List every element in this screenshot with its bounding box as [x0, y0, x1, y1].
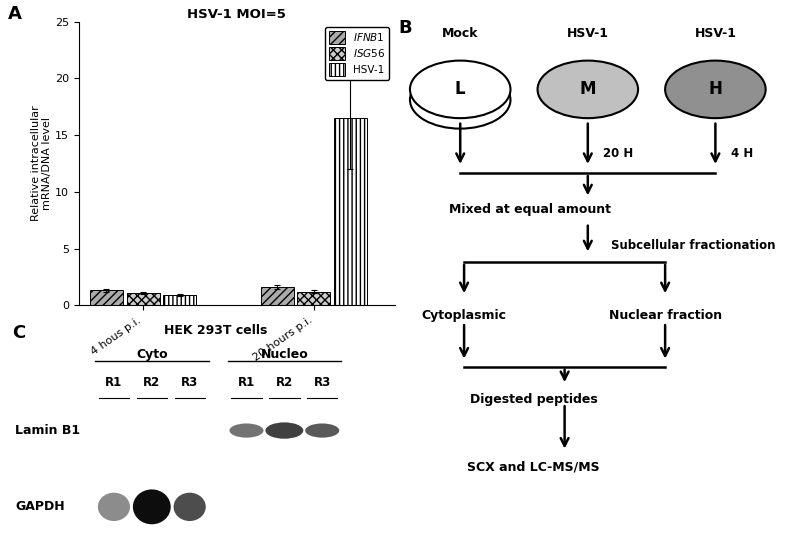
Text: M: M: [580, 80, 596, 99]
Text: R1: R1: [105, 376, 122, 389]
Text: A: A: [8, 5, 22, 23]
Text: 20 H: 20 H: [604, 147, 634, 160]
Text: HSV-1: HSV-1: [567, 27, 609, 40]
Text: HEK 293T cells: HEK 293T cells: [164, 324, 268, 337]
Bar: [90, 290, 123, 305]
Ellipse shape: [98, 493, 130, 521]
Text: Mock: Mock: [442, 27, 478, 40]
Ellipse shape: [265, 422, 303, 439]
Text: B: B: [398, 19, 412, 37]
Ellipse shape: [410, 71, 510, 129]
Text: 4 H: 4 H: [731, 147, 753, 160]
Legend: $IFNB1$, $ISG56$, HSV-1: $IFNB1$, $ISG56$, HSV-1: [325, 27, 389, 80]
Text: R1: R1: [237, 376, 255, 389]
Text: Lamin B1: Lamin B1: [16, 424, 80, 437]
Text: Digested peptides: Digested peptides: [469, 393, 597, 406]
Bar: [334, 118, 367, 305]
Bar: [126, 293, 159, 305]
Bar: [163, 295, 196, 305]
Text: Mixed at equal amount: Mixed at equal amount: [449, 203, 611, 216]
Text: R2: R2: [275, 376, 293, 389]
Ellipse shape: [410, 60, 510, 118]
Text: L: L: [455, 80, 466, 99]
Text: GAPDH: GAPDH: [16, 500, 65, 513]
Ellipse shape: [537, 60, 638, 118]
Bar: [297, 292, 331, 305]
Y-axis label: Relative intracellular
mRNA/DNA level: Relative intracellular mRNA/DNA level: [31, 106, 52, 221]
Title: HSV-1 MOI=5: HSV-1 MOI=5: [187, 8, 286, 21]
Text: Cyto: Cyto: [136, 348, 167, 361]
Text: H: H: [709, 80, 722, 99]
Text: R3: R3: [313, 376, 331, 389]
Ellipse shape: [230, 423, 264, 438]
Text: R2: R2: [143, 376, 160, 389]
Ellipse shape: [174, 493, 206, 521]
Text: R3: R3: [181, 376, 198, 389]
Ellipse shape: [305, 423, 339, 438]
Ellipse shape: [665, 60, 765, 118]
Text: Nuclear fraction: Nuclear fraction: [608, 309, 722, 322]
Bar: [260, 287, 294, 305]
Text: HSV-1: HSV-1: [694, 27, 736, 40]
Text: Cytoplasmic: Cytoplasmic: [421, 309, 507, 322]
Ellipse shape: [133, 489, 170, 524]
Text: Nucleo: Nucleo: [260, 348, 308, 361]
Text: SCX and LC-MS/MS: SCX and LC-MS/MS: [467, 461, 600, 474]
Text: C: C: [12, 324, 25, 342]
Text: Subcellular fractionation: Subcellular fractionation: [611, 239, 776, 252]
